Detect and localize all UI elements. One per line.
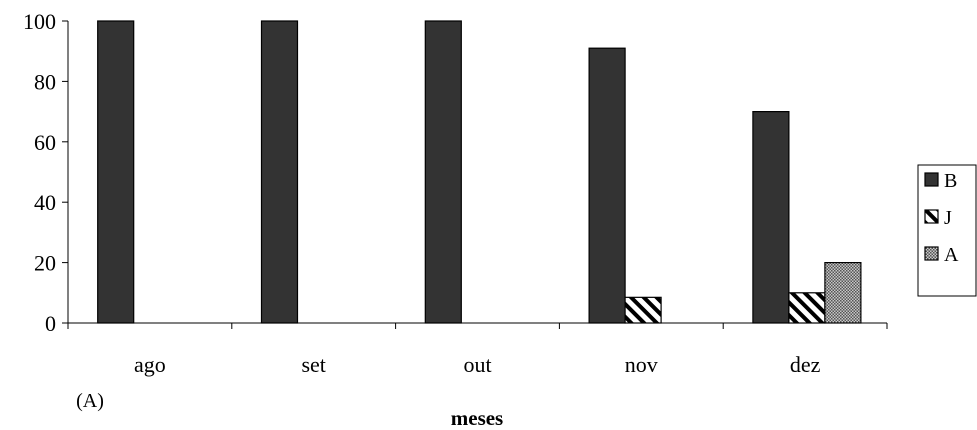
x-axis-label: meses (451, 406, 503, 430)
legend-label-B: B (944, 170, 957, 192)
y-tick-label: 100 (23, 9, 56, 34)
y-tick-label: 0 (45, 311, 56, 336)
bar-J-nov (624, 296, 662, 324)
legend-swatch-B (924, 172, 939, 187)
legend-label-A: A (944, 244, 959, 266)
bar-J-dez (788, 292, 826, 324)
x-axis-ticks: ago set out nov dez (67, 323, 888, 377)
legend: BJA (917, 164, 977, 297)
y-axis-ticks: 0 20 40 60 80 100 (23, 9, 68, 336)
y-tick-label: 60 (34, 130, 56, 155)
y-tick-label: 20 (34, 251, 56, 276)
x-tick-label: set (301, 352, 325, 377)
panel-label: (A) (76, 390, 104, 412)
bar-B-ago (97, 20, 135, 324)
bars (97, 20, 862, 324)
legend-swatch-A (924, 246, 939, 261)
legend-label-J: J (944, 207, 952, 229)
bar-B-nov (588, 47, 626, 324)
y-tick-label: 40 (34, 190, 56, 215)
bar-B-set (260, 20, 299, 324)
x-tick-label: ago (134, 352, 166, 377)
x-tick-label: dez (790, 352, 821, 377)
x-tick-label: out (463, 352, 491, 377)
bar-B-out (424, 20, 462, 324)
legend-box (917, 164, 977, 297)
bar-A-dez (824, 262, 862, 324)
y-tick-label: 80 (34, 69, 56, 94)
x-tick-label: nov (625, 352, 658, 377)
legend-swatch-J (924, 209, 939, 224)
bar-B-dez (752, 110, 790, 324)
